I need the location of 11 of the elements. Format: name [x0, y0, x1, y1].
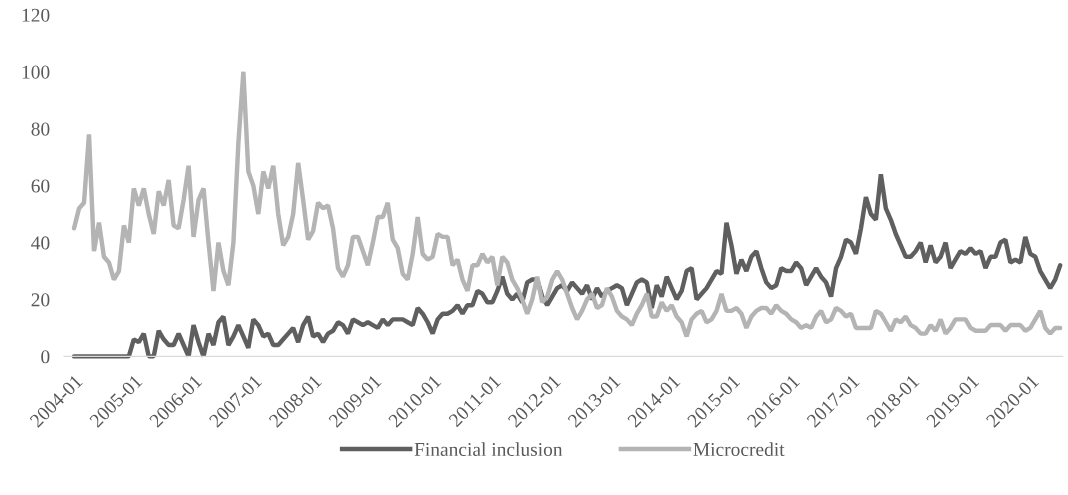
y-tick-label: 60	[31, 179, 50, 193]
legend-label: Financial inclusion	[414, 442, 563, 457]
y-tick-label: 0	[41, 350, 50, 364]
y-tick-label: 40	[31, 236, 50, 250]
y-tick-label: 120	[22, 8, 50, 22]
line-series	[71, 172, 1063, 359]
y-tick-label: 100	[22, 65, 50, 79]
legend-label: Microcredit	[693, 442, 785, 457]
line-series	[71, 69, 1063, 339]
y-tick-label: 20	[31, 293, 50, 307]
y-tick-label: 80	[31, 122, 50, 136]
